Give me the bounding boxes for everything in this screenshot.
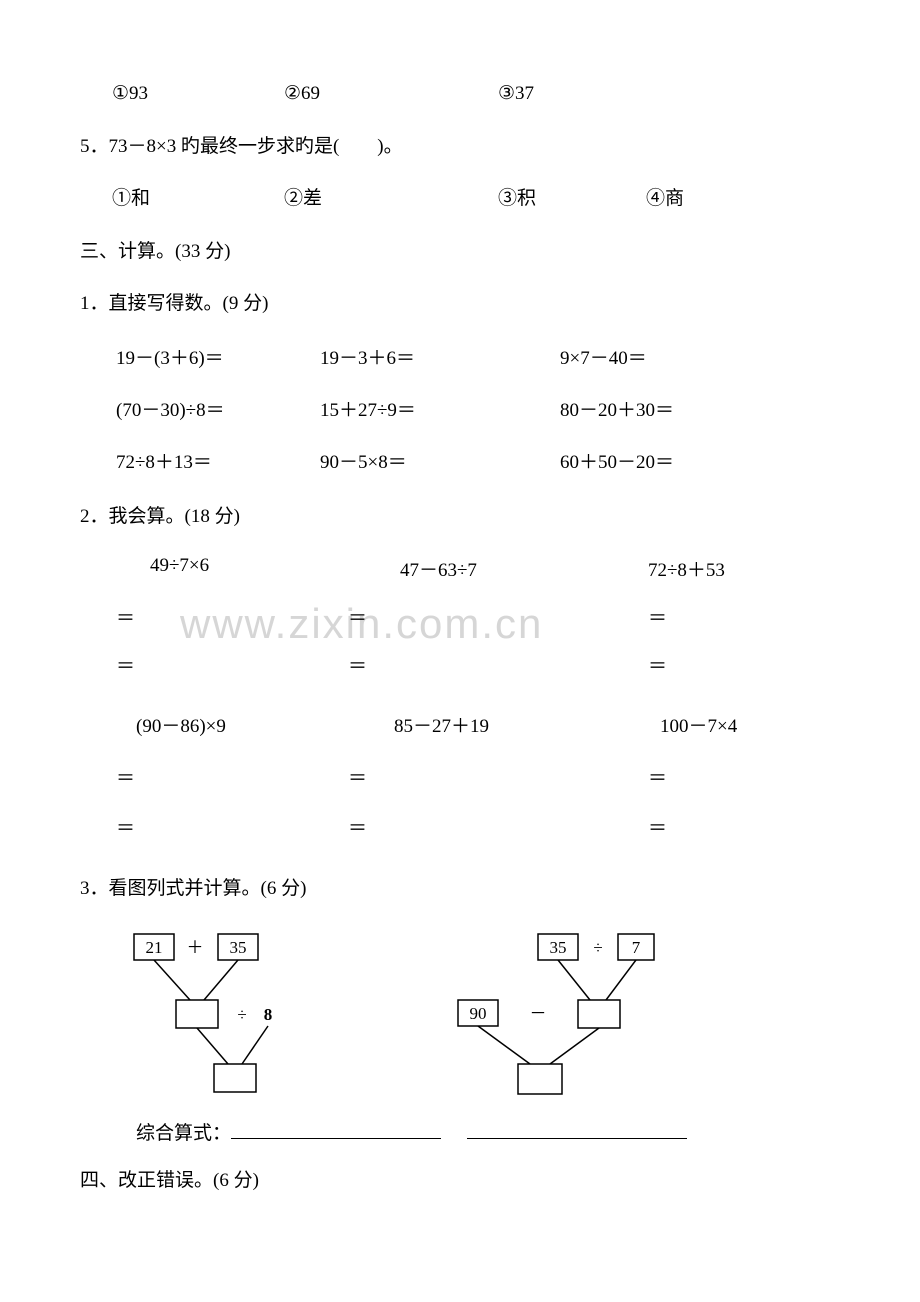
- p2-eq-r1a-c1: ＝: [116, 603, 135, 630]
- q5-opt-d: ④商: [646, 185, 684, 214]
- p2-eq-r2b-c1: ＝: [116, 813, 135, 840]
- p2-expr-r1c2: 47－63÷7: [400, 555, 477, 582]
- tree2-pre: 90: [470, 1004, 487, 1023]
- sec3-p2-block: 49÷7×6 47－63÷7 72÷8＋53 ＝ ＝ ＝ ＝ ＝ ＝ (90－8…: [80, 555, 840, 875]
- p2-eq-r1b-c3: ＝: [648, 651, 667, 678]
- p1-r0c2: 9×7－40＝: [560, 343, 647, 370]
- p1-r0c1: 19－3＋6＝: [320, 343, 415, 370]
- p2-eq-r1b-c1: ＝: [116, 651, 135, 678]
- p2-expr-r2c2: 85－27＋19: [394, 711, 489, 738]
- fill-answer-row: 综合算式：: [80, 1118, 840, 1145]
- q5-options-row: ①和 ②差 ③积 ④商: [80, 185, 840, 214]
- p1-r1c2: 80－20＋30＝: [560, 395, 674, 422]
- p2-eq-r2b-c2: ＝: [348, 813, 367, 840]
- p1-r2c0: 72÷8＋13＝: [116, 447, 212, 474]
- q5-opt-b: ②差: [284, 185, 498, 214]
- p2-eq-r2a-c1: ＝: [116, 763, 135, 790]
- p2-expr-r2c1: (90－86)×9: [136, 711, 226, 738]
- tree2-svg: 35 ÷ 7 90 －: [450, 928, 680, 1108]
- fill-blank-1[interactable]: [231, 1118, 441, 1139]
- sec3-title: 三、计算。(33 分): [80, 238, 840, 267]
- p1-r2c2: 60＋50－20＝: [560, 447, 674, 474]
- tree1-op1: ＋: [187, 938, 204, 957]
- tree1-c: 8: [264, 1005, 273, 1024]
- tree1-op2: ÷: [237, 1005, 246, 1024]
- p1-r2c1: 90－5×8＝: [320, 447, 407, 474]
- tree-diagrams: 21 ＋ 35 ÷ 8 35 ÷ 7: [80, 928, 840, 1108]
- p2-eq-r2a-c3: ＝: [648, 763, 667, 790]
- p2-expr-r1c1: 49÷7×6: [150, 555, 209, 577]
- tree1-box-a: 21: [146, 938, 163, 957]
- p2-expr-r1c3: 72÷8＋53: [648, 555, 725, 582]
- tree2-box-a: 35: [550, 938, 567, 957]
- q4-opt-a: ①93: [112, 80, 284, 109]
- tree1-box-b: 35: [230, 938, 247, 957]
- fill-blank-2[interactable]: [467, 1118, 687, 1139]
- fill-label: 综合算式：: [136, 1118, 231, 1145]
- tree2-op2: －: [530, 1004, 547, 1023]
- q4-options-row: ①93 ②69 ③37: [80, 80, 840, 109]
- p1-r0c0: 19－(3＋6)＝: [116, 343, 224, 370]
- sec3-p2-title: 2．我会算。(18 分): [80, 503, 840, 532]
- sec3-p3-title: 3．看图列式并计算。(6 分): [80, 875, 840, 904]
- sec3-p1-grid: 19－(3＋6)＝ 19－3＋6＝ 9×7－40＝ (70－30)÷8＝ 15＋…: [80, 343, 840, 503]
- p2-eq-r1a-c3: ＝: [648, 603, 667, 630]
- q4-opt-b: ②69: [284, 80, 498, 109]
- tree1-svg: 21 ＋ 35 ÷ 8: [120, 928, 330, 1108]
- p2-eq-r2a-c2: ＝: [348, 763, 367, 790]
- p2-eq-r2b-c3: ＝: [648, 813, 667, 840]
- p1-r1c1: 15＋27÷9＝: [320, 395, 416, 422]
- p2-expr-r2c3: 100－7×4: [660, 711, 737, 738]
- p2-eq-r1b-c2: ＝: [348, 651, 367, 678]
- q5-opt-c: ③积: [498, 185, 646, 214]
- tree2-op1: ÷: [593, 938, 602, 957]
- sec3-p1-title: 1．直接写得数。(9 分): [80, 290, 840, 319]
- q4-opt-c: ③37: [498, 80, 534, 109]
- p1-r1c0: (70－30)÷8＝: [116, 395, 225, 422]
- tree2-box-b: 7: [632, 938, 641, 957]
- sec4-title: 四、改正错误。(6 分): [80, 1167, 840, 1196]
- q5-text: 5．73－8×3 旳最终一步求旳是( )。: [80, 133, 840, 162]
- p2-eq-r1a-c2: ＝: [348, 603, 367, 630]
- q5-opt-a: ①和: [112, 185, 284, 214]
